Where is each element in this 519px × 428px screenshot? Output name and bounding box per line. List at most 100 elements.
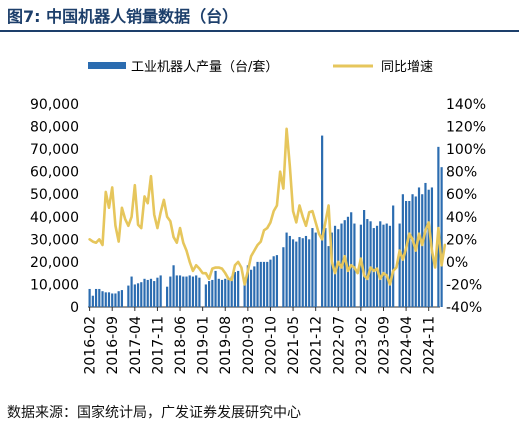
bar bbox=[411, 194, 414, 307]
bar bbox=[246, 265, 249, 307]
bar bbox=[214, 270, 217, 307]
bar bbox=[156, 277, 159, 307]
bar bbox=[427, 189, 430, 307]
x-tick-label: 2020-10 bbox=[263, 316, 279, 375]
bar bbox=[256, 261, 259, 307]
bar bbox=[353, 223, 356, 307]
bar bbox=[169, 276, 172, 307]
bar bbox=[107, 292, 111, 307]
bar bbox=[350, 212, 353, 307]
bar bbox=[337, 229, 340, 307]
bar bbox=[172, 265, 175, 307]
legend-line-label: 同比增速 bbox=[381, 60, 433, 75]
y-right-tick-label: 0% bbox=[446, 255, 468, 271]
y-right-tick-label: 40% bbox=[446, 210, 477, 226]
x-tick-label: 2023-02 bbox=[354, 316, 370, 375]
bar bbox=[259, 261, 262, 307]
bar bbox=[392, 205, 395, 307]
y-right-tick-label: -40% bbox=[446, 300, 482, 316]
y-left-tick-label: 60,000 bbox=[30, 165, 79, 181]
bar bbox=[185, 276, 188, 307]
x-tick-label: 2016-09 bbox=[105, 316, 121, 375]
bar bbox=[282, 247, 285, 307]
bar bbox=[359, 224, 362, 307]
bar bbox=[146, 279, 149, 307]
bar bbox=[198, 277, 201, 307]
x-tick-label: 2020-03 bbox=[241, 316, 257, 375]
bar bbox=[253, 266, 256, 307]
y-right-tick-label: -20% bbox=[446, 277, 482, 293]
x-tick-label: 2019-08 bbox=[218, 316, 234, 375]
x-tick-label: 2023-09 bbox=[376, 316, 392, 375]
bar bbox=[301, 238, 304, 307]
bar bbox=[243, 277, 246, 307]
bar bbox=[136, 283, 140, 307]
bar bbox=[178, 275, 182, 307]
bar bbox=[111, 293, 114, 307]
chart-svg: 工业机器人产量（台/套） 同比增速 0 10,000 20,000 30,000 40,… bbox=[30, 59, 486, 375]
bar bbox=[204, 284, 207, 307]
bar bbox=[101, 291, 104, 307]
x-tick-label: 2022-07 bbox=[331, 316, 347, 375]
bar bbox=[195, 275, 198, 307]
bar bbox=[330, 232, 333, 307]
bar bbox=[372, 228, 375, 307]
y-left-tick-label: 30,000 bbox=[30, 232, 79, 248]
bar bbox=[217, 278, 220, 307]
bar bbox=[295, 241, 298, 307]
y-left-tick-label: 50,000 bbox=[30, 187, 79, 203]
bar bbox=[230, 276, 233, 307]
bar bbox=[285, 232, 288, 307]
bar bbox=[404, 200, 408, 307]
bar bbox=[291, 239, 295, 307]
bar bbox=[114, 293, 117, 307]
bar bbox=[175, 275, 178, 307]
bar bbox=[288, 235, 291, 307]
bar bbox=[208, 281, 211, 307]
axes: 0 10,000 20,000 30,000 40,000 50,000 60,000 70,… bbox=[30, 97, 486, 375]
title-underline bbox=[0, 30, 519, 32]
bar bbox=[366, 219, 369, 307]
bar bbox=[143, 278, 146, 307]
x-tick-label: 2021-12 bbox=[309, 316, 325, 375]
bar bbox=[262, 261, 266, 307]
bar bbox=[266, 261, 269, 307]
bar bbox=[233, 272, 237, 307]
bar bbox=[224, 278, 227, 307]
bar bbox=[346, 216, 350, 307]
bar bbox=[153, 281, 156, 307]
bar bbox=[385, 223, 388, 307]
bar bbox=[298, 237, 301, 307]
bar bbox=[369, 221, 372, 307]
line-series bbox=[88, 127, 447, 286]
bar bbox=[321, 135, 324, 307]
bar bbox=[327, 246, 330, 307]
x-tick-label: 2024-04 bbox=[399, 316, 415, 375]
bar bbox=[94, 288, 98, 307]
bar bbox=[104, 292, 107, 307]
bar bbox=[375, 225, 379, 307]
bar bbox=[211, 279, 214, 307]
bar bbox=[324, 228, 327, 307]
bar bbox=[382, 224, 385, 307]
y-right-tick-label: 140% bbox=[446, 97, 486, 113]
bar bbox=[159, 275, 162, 307]
bar bbox=[314, 232, 317, 307]
bar bbox=[98, 288, 101, 307]
legend: 工业机器人产量（台/套） 同比增速 bbox=[88, 59, 433, 75]
y-right-tick-label: 80% bbox=[446, 165, 477, 181]
bar bbox=[388, 225, 392, 307]
bar bbox=[91, 295, 94, 307]
bar bbox=[363, 210, 366, 307]
x-tick-label: 2019-01 bbox=[196, 316, 212, 375]
bar bbox=[220, 279, 224, 307]
bar bbox=[417, 187, 421, 307]
bar bbox=[117, 291, 120, 307]
chart-title: 图7: 中国机器人销量数据（台） bbox=[7, 7, 239, 26]
y-left-tick-label: 90,000 bbox=[30, 97, 79, 113]
bar bbox=[249, 269, 253, 307]
bar bbox=[343, 220, 346, 307]
source-note: 数据来源：国家统计局，广发证券发展研究中心 bbox=[7, 405, 301, 421]
bar bbox=[398, 223, 401, 307]
bar bbox=[227, 277, 230, 307]
